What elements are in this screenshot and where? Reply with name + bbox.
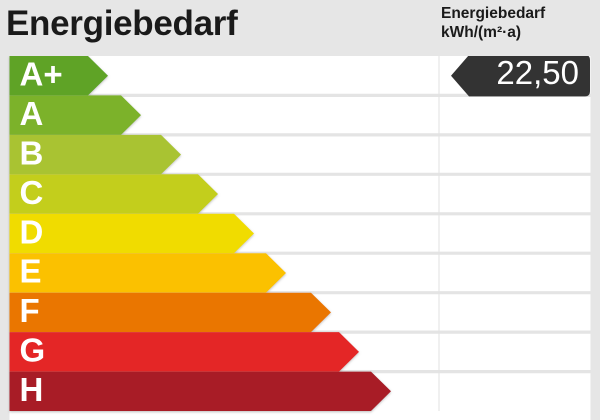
svg-text:B: B	[20, 134, 44, 171]
svg-text:A: A	[20, 95, 44, 132]
svg-text:D: D	[20, 213, 44, 250]
svg-text:G: G	[20, 332, 46, 369]
svg-text:E: E	[20, 253, 42, 290]
svg-text:A+: A+	[20, 56, 63, 93]
svg-text:22,50: 22,50	[496, 56, 579, 91]
svg-text:C: C	[20, 174, 44, 211]
svg-text:H: H	[20, 371, 44, 408]
svg-text:F: F	[20, 292, 40, 329]
